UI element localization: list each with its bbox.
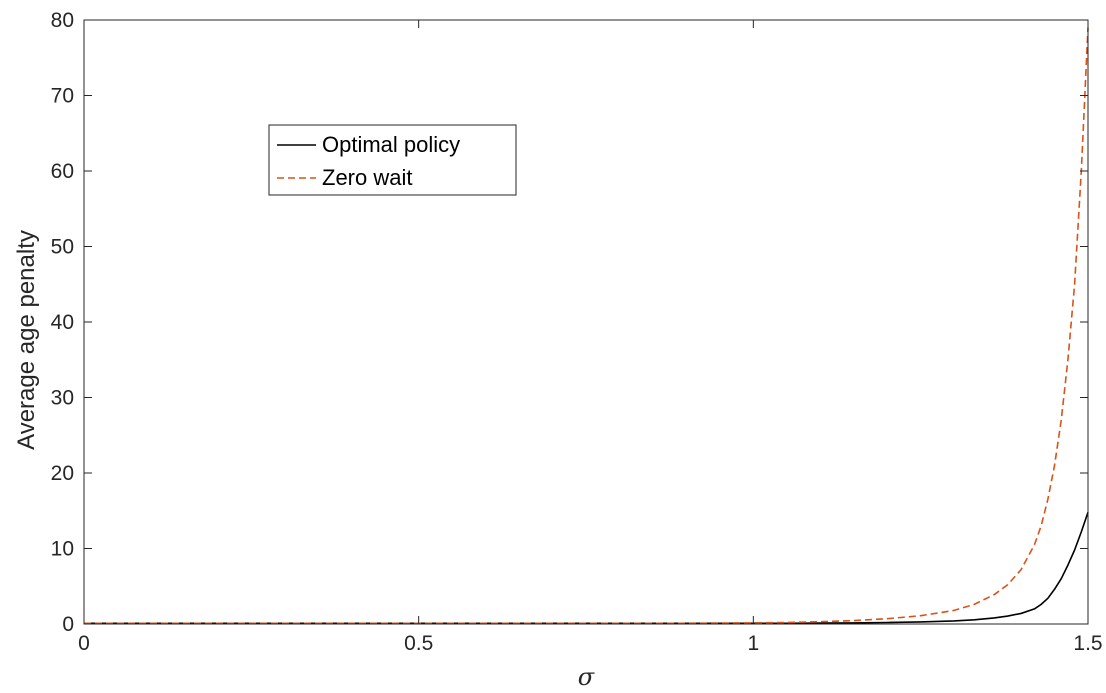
y-axis-label: Average age penalty — [13, 230, 40, 450]
y-tick-label: 0 — [62, 613, 74, 636]
plot-background — [84, 20, 1088, 624]
y-tick-label: 20 — [51, 462, 74, 485]
legend-label-zero-wait: Zero wait — [322, 165, 412, 190]
y-tick-label: 80 — [51, 9, 74, 32]
x-axis-label: σ — [578, 663, 595, 691]
y-tick-label: 50 — [51, 236, 74, 259]
legend: Optimal policy Zero wait — [268, 124, 517, 196]
y-tick-label: 10 — [51, 538, 74, 561]
x-tick-label: 0 — [78, 632, 90, 655]
y-tick-label: 70 — [51, 85, 74, 108]
series-line-zero-wait — [84, 27, 1089, 625]
tick-layer: 0 0.5 1 1.5 0 10 20 30 40 50 60 70 80 — [51, 9, 1103, 655]
y-tick-label: 30 — [51, 387, 74, 410]
x-tick-label: 1 — [747, 632, 759, 655]
series-layer — [84, 27, 1089, 625]
legend-label-optimal-policy: Optimal policy — [322, 132, 460, 157]
x-tick-label: 0.5 — [404, 632, 433, 655]
x-tick-label: 1.5 — [1073, 632, 1102, 655]
y-tick-label: 40 — [51, 311, 74, 334]
legend-box — [268, 124, 517, 196]
y-tick-label: 60 — [51, 160, 74, 183]
